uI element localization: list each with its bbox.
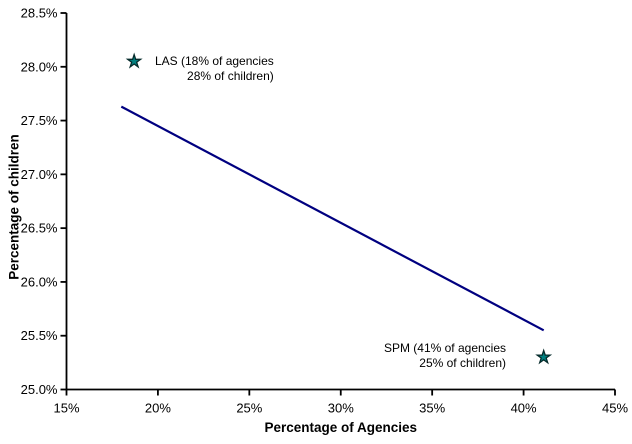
annotation-spm: SPM (41% of agencies 25% of children): [384, 341, 506, 371]
y-tick-label: 25.0%: [21, 382, 58, 397]
y-tick-label: 26.5%: [21, 221, 58, 236]
y-tick-label: 28.0%: [21, 59, 58, 74]
star-marker-las: [125, 52, 143, 69]
y-tick-label: 28.5%: [21, 6, 58, 21]
annotation-spm-line2: 25% of children): [419, 356, 506, 370]
x-tick-label: 40%: [511, 401, 537, 416]
annotation-spm-line1: SPM (41% of agencies: [383, 341, 506, 355]
y-tick-label: 26.0%: [21, 274, 58, 289]
annotation-las: LAS (18% of agencies 28% of children): [155, 54, 274, 84]
y-tick-label: 25.5%: [21, 328, 58, 343]
axis-lines: [65, 13, 615, 391]
trend-line: [120, 105, 545, 332]
annotation-las-line1: LAS (18% of agencies: [155, 54, 274, 68]
y-tick-label: 27.0%: [21, 167, 58, 182]
annotation-las-line2: 28% of children): [187, 69, 274, 83]
x-tick-label: 15%: [53, 401, 79, 416]
x-tick-label: 35%: [419, 401, 445, 416]
x-tick-label: 20%: [145, 401, 171, 416]
star-marker-spm: [535, 348, 553, 365]
y-axis-title: Percentage of children: [6, 134, 22, 281]
x-axis-title: Percentage of Agencies: [264, 420, 418, 435]
x-tick-label: 30%: [328, 401, 354, 416]
x-tick-label: 45%: [602, 401, 628, 416]
y-tick-label: 27.5%: [21, 113, 58, 128]
x-tick-label: 25%: [236, 401, 262, 416]
